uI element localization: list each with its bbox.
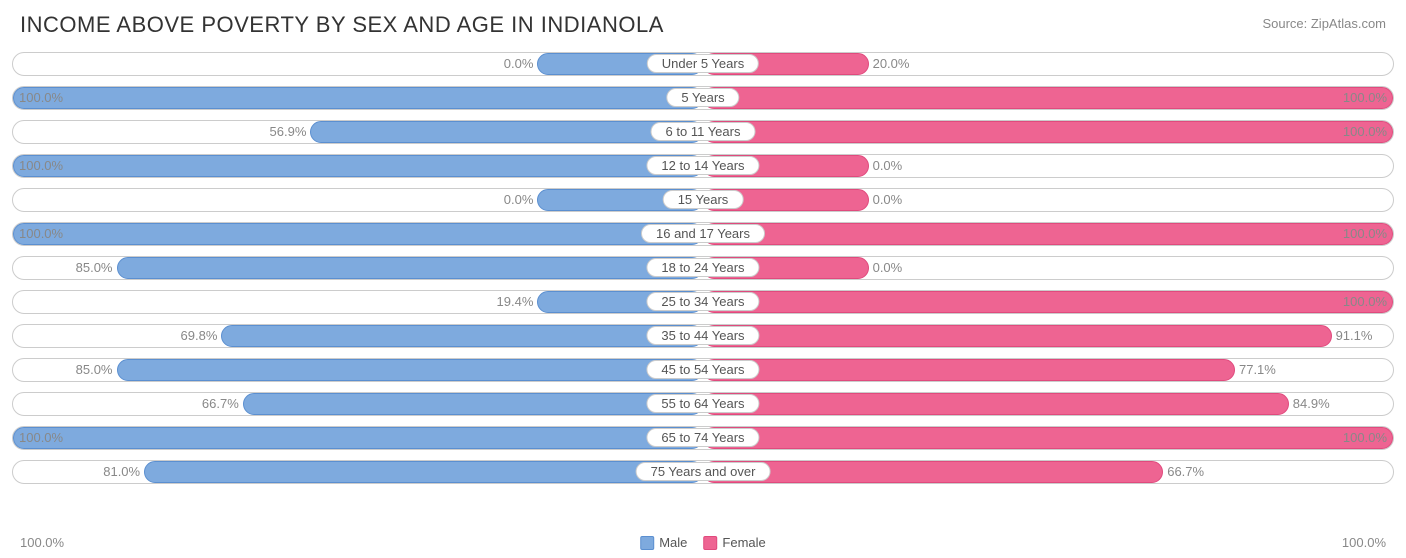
male-bar bbox=[13, 223, 703, 245]
male-bar bbox=[144, 461, 703, 483]
category-label: 75 Years and over bbox=[636, 462, 771, 481]
female-value: 100.0% bbox=[1343, 90, 1387, 105]
male-bar bbox=[13, 427, 703, 449]
female-value: 77.1% bbox=[1239, 362, 1276, 377]
male-bar bbox=[221, 325, 703, 347]
female-bar bbox=[703, 461, 1163, 483]
female-value: 20.0% bbox=[873, 56, 910, 71]
axis-label-left: 100.0% bbox=[20, 535, 64, 550]
female-value: 100.0% bbox=[1343, 430, 1387, 445]
category-label: 35 to 44 Years bbox=[646, 326, 759, 345]
category-label: Under 5 Years bbox=[647, 54, 759, 73]
male-value: 0.0% bbox=[504, 192, 534, 207]
chart-row: 100.0% 100.0% 5 Years bbox=[12, 86, 1394, 110]
chart-row: 100.0% 0.0% 12 to 14 Years bbox=[12, 154, 1394, 178]
male-bar bbox=[13, 87, 703, 109]
legend-label: Male bbox=[659, 535, 687, 550]
chart-row: 0.0% 20.0% Under 5 Years bbox=[12, 52, 1394, 76]
female-value: 0.0% bbox=[873, 192, 903, 207]
male-value: 0.0% bbox=[504, 56, 534, 71]
male-bar bbox=[13, 155, 703, 177]
chart-row: 81.0% 66.7% 75 Years and over bbox=[12, 460, 1394, 484]
female-value: 100.0% bbox=[1343, 124, 1387, 139]
chart-area: 0.0% 20.0% Under 5 Years 100.0% 100.0% 5 Year… bbox=[12, 52, 1394, 522]
legend-swatch bbox=[640, 536, 654, 550]
category-label: 55 to 64 Years bbox=[646, 394, 759, 413]
male-bar bbox=[243, 393, 703, 415]
male-value: 85.0% bbox=[76, 260, 113, 275]
female-bar bbox=[703, 325, 1332, 347]
category-label: 15 Years bbox=[663, 190, 744, 209]
male-value: 100.0% bbox=[19, 158, 63, 173]
category-label: 16 and 17 Years bbox=[641, 224, 765, 243]
male-bar bbox=[117, 359, 704, 381]
legend-label: Female bbox=[722, 535, 765, 550]
axis-label-right: 100.0% bbox=[1342, 535, 1386, 550]
chart-row: 69.8% 91.1% 35 to 44 Years bbox=[12, 324, 1394, 348]
male-value: 81.0% bbox=[103, 464, 140, 479]
legend-item: Female bbox=[703, 535, 765, 550]
chart-row: 66.7% 84.9% 55 to 64 Years bbox=[12, 392, 1394, 416]
chart-title: INCOME ABOVE POVERTY BY SEX AND AGE IN I… bbox=[20, 12, 664, 38]
category-label: 45 to 54 Years bbox=[646, 360, 759, 379]
chart-row: 100.0% 100.0% 16 and 17 Years bbox=[12, 222, 1394, 246]
category-label: 6 to 11 Years bbox=[651, 122, 756, 141]
male-value: 19.4% bbox=[497, 294, 534, 309]
legend: Male Female bbox=[640, 535, 766, 550]
chart-row: 100.0% 100.0% 65 to 74 Years bbox=[12, 426, 1394, 450]
category-label: 5 Years bbox=[666, 88, 739, 107]
female-bar bbox=[703, 87, 1393, 109]
chart-row: 56.9% 100.0% 6 to 11 Years bbox=[12, 120, 1394, 144]
male-bar bbox=[117, 257, 704, 279]
female-value: 100.0% bbox=[1343, 294, 1387, 309]
female-bar bbox=[703, 291, 1393, 313]
chart-row: 85.0% 77.1% 45 to 54 Years bbox=[12, 358, 1394, 382]
female-bar bbox=[703, 393, 1289, 415]
male-bar bbox=[310, 121, 703, 143]
female-value: 100.0% bbox=[1343, 226, 1387, 241]
male-value: 100.0% bbox=[19, 90, 63, 105]
category-label: 18 to 24 Years bbox=[646, 258, 759, 277]
male-value: 100.0% bbox=[19, 430, 63, 445]
male-value: 85.0% bbox=[76, 362, 113, 377]
chart-row: 85.0% 0.0% 18 to 24 Years bbox=[12, 256, 1394, 280]
female-value: 84.9% bbox=[1293, 396, 1330, 411]
category-label: 25 to 34 Years bbox=[646, 292, 759, 311]
male-value: 56.9% bbox=[270, 124, 307, 139]
legend-swatch bbox=[703, 536, 717, 550]
category-label: 12 to 14 Years bbox=[646, 156, 759, 175]
male-value: 100.0% bbox=[19, 226, 63, 241]
chart-row: 19.4% 100.0% 25 to 34 Years bbox=[12, 290, 1394, 314]
male-value: 66.7% bbox=[202, 396, 239, 411]
female-value: 91.1% bbox=[1336, 328, 1373, 343]
female-value: 66.7% bbox=[1167, 464, 1204, 479]
chart-row: 0.0% 0.0% 15 Years bbox=[12, 188, 1394, 212]
legend-item: Male bbox=[640, 535, 687, 550]
source-attribution: Source: ZipAtlas.com bbox=[1262, 16, 1386, 31]
female-bar bbox=[703, 427, 1393, 449]
female-bar bbox=[703, 359, 1235, 381]
female-value: 0.0% bbox=[873, 260, 903, 275]
category-label: 65 to 74 Years bbox=[646, 428, 759, 447]
female-value: 0.0% bbox=[873, 158, 903, 173]
female-bar bbox=[703, 223, 1393, 245]
male-value: 69.8% bbox=[181, 328, 218, 343]
female-bar bbox=[703, 121, 1393, 143]
